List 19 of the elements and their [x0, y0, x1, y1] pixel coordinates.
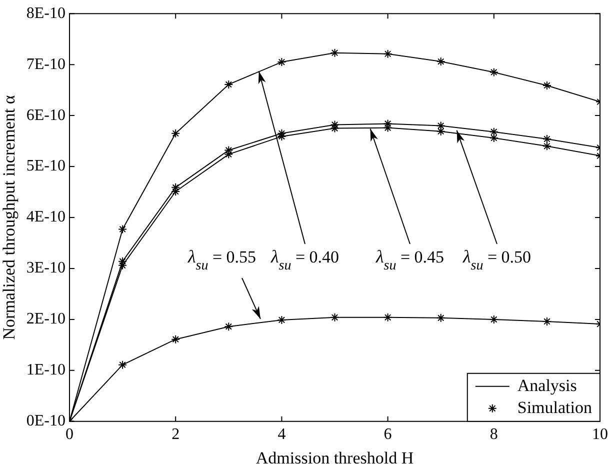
y-tick-label: 2E-10	[26, 310, 66, 328]
y-tick-label: 3E-10	[26, 260, 66, 277]
legend-label: Analysis	[517, 376, 577, 395]
y-tick-label: 0E-10	[26, 412, 66, 430]
x-tick-label: 0	[66, 426, 74, 444]
y-tick-label: 6E-10	[26, 106, 66, 124]
y-tick-label: 7E-10	[26, 56, 66, 73]
x-axis-title: Admission threshold H	[256, 448, 414, 468]
x-tick-label: 8	[490, 426, 498, 444]
legend-label: Simulation	[517, 398, 592, 417]
y-tick-label: 5E-10	[26, 158, 66, 175]
x-tick-label: 10	[592, 426, 608, 444]
x-tick-label: 2	[172, 426, 180, 444]
y-axis-title: Normalized throughput increment α	[0, 95, 19, 340]
y-tick-label: 8E-10	[26, 4, 66, 22]
x-tick-label: 4	[278, 426, 286, 444]
y-tick-label: 4E-10	[26, 208, 66, 226]
y-tick-label: 1E-10	[26, 362, 66, 379]
x-tick-label: 6	[384, 426, 392, 444]
